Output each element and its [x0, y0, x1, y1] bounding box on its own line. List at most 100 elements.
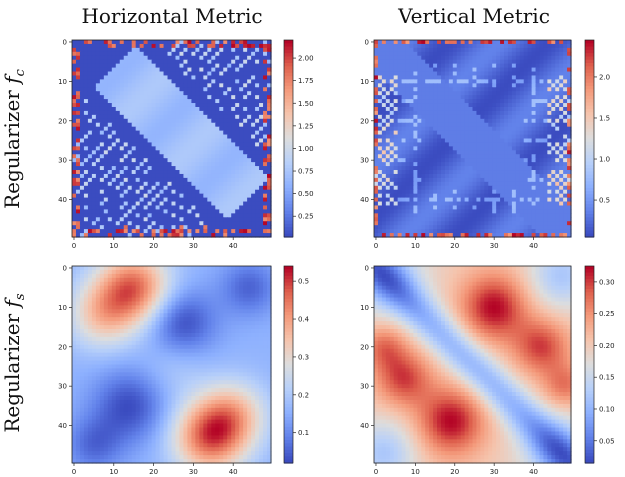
heatmap-cell — [231, 47, 236, 53]
heatmap-cell — [171, 75, 177, 80]
heatmap-cell — [183, 158, 189, 163]
heatmap-cell — [119, 173, 125, 179]
heatmap-cell — [239, 166, 244, 171]
heatmap-cell — [72, 138, 77, 144]
heatmap-cell — [159, 225, 165, 230]
heatmap-cell — [563, 158, 568, 163]
heatmap-cell — [496, 63, 501, 69]
heatmap-cell — [507, 197, 513, 203]
heatmap-cell — [191, 197, 196, 203]
heatmap-cell — [567, 181, 572, 187]
heatmap-cell — [143, 146, 149, 151]
heatmap-cell — [119, 75, 125, 80]
heatmap-cell — [155, 142, 161, 147]
heatmap-cell — [163, 217, 169, 222]
heatmap-cell — [425, 110, 430, 116]
column-title-vertical-metric: Vertical Metric — [398, 4, 550, 28]
heatmap-cell — [464, 71, 470, 77]
heatmap-cell — [389, 47, 395, 53]
heatmap-cell — [183, 95, 189, 100]
heatmap-cell — [235, 138, 240, 144]
heatmap-cell — [147, 91, 153, 96]
heatmap-cell — [231, 170, 236, 175]
heatmap-cell — [115, 99, 121, 104]
heatmap-cell — [263, 99, 268, 104]
heatmap-cell — [227, 47, 232, 53]
heatmap-cell — [452, 158, 458, 163]
heatmap-cell — [107, 43, 113, 49]
heatmap-cell — [72, 83, 77, 88]
heatmap-cell — [464, 162, 470, 167]
heatmap-cell — [135, 47, 141, 53]
heatmap-cell — [504, 118, 509, 124]
heatmap-cell — [385, 201, 391, 207]
heatmap-cell — [251, 233, 256, 238]
heatmap-cell — [543, 209, 548, 214]
heatmap-cell — [131, 110, 137, 116]
heatmap-cell — [559, 162, 564, 167]
heatmap-cell — [476, 134, 481, 140]
heatmap-cell — [492, 150, 497, 155]
heatmap-cell — [255, 126, 260, 132]
heatmap-cell — [374, 91, 379, 96]
heatmap-cell — [377, 43, 383, 49]
heatmap-cell — [179, 55, 185, 61]
heatmap-cell — [111, 233, 117, 238]
heatmap-cell — [243, 63, 248, 69]
heatmap-cell — [255, 170, 260, 175]
heatmap-cell — [567, 87, 572, 92]
heatmap-cell — [472, 213, 478, 218]
heatmap-cell — [99, 154, 105, 159]
heatmap-cell — [119, 118, 125, 124]
heatmap-cell — [247, 166, 252, 171]
heatmap-cell — [131, 106, 137, 112]
heatmap-cell — [460, 170, 466, 175]
heatmap-cell — [393, 166, 399, 171]
heatmap-cell — [243, 40, 248, 45]
heatmap-cell — [83, 150, 89, 155]
heatmap-cell — [215, 158, 220, 163]
heatmap-cell — [547, 130, 552, 136]
heatmap-cell — [464, 83, 470, 88]
heatmap-cell — [413, 83, 418, 88]
heatmap-cell — [111, 185, 117, 191]
heatmap-cell — [135, 67, 141, 73]
heatmap-cell — [179, 118, 185, 124]
heatmap-cell — [111, 189, 117, 195]
heatmap-cell — [79, 162, 85, 167]
heatmap-cell — [72, 40, 77, 45]
heatmap-cell — [535, 162, 541, 167]
heatmap-cell — [247, 134, 252, 140]
heatmap-cell — [413, 181, 418, 187]
heatmap-cell — [211, 213, 216, 218]
heatmap-cell — [385, 91, 391, 96]
heatmap-cell — [115, 229, 121, 234]
heatmap-cell — [211, 95, 216, 100]
heatmap-cell — [107, 40, 113, 45]
heatmap-cell — [409, 138, 414, 144]
heatmap-cell — [219, 193, 224, 199]
heatmap-cell — [460, 40, 466, 45]
heatmap-cell — [87, 134, 93, 140]
heatmap-cell — [247, 177, 252, 183]
heatmap-cell — [456, 150, 462, 155]
heatmap-cell — [456, 166, 462, 171]
heatmap-cell — [79, 40, 85, 45]
heatmap-cell — [476, 110, 481, 116]
heatmap-cell — [203, 170, 208, 175]
heatmap-cell — [151, 233, 157, 238]
heatmap-cell — [539, 166, 545, 171]
heatmap-cell — [167, 83, 173, 88]
heatmap-cell — [452, 122, 458, 128]
heatmap-cell — [464, 201, 470, 207]
heatmap-cell — [199, 150, 204, 155]
heatmap-cell — [199, 55, 204, 61]
heatmap-cell — [496, 110, 501, 116]
heatmap-cell — [381, 114, 387, 120]
heatmap-cell — [163, 55, 169, 61]
heatmap-cell — [460, 173, 466, 179]
heatmap-cell — [219, 103, 224, 108]
heatmap-cell — [444, 162, 450, 167]
heatmap-cell — [507, 95, 513, 100]
heatmap-cell — [448, 197, 454, 203]
